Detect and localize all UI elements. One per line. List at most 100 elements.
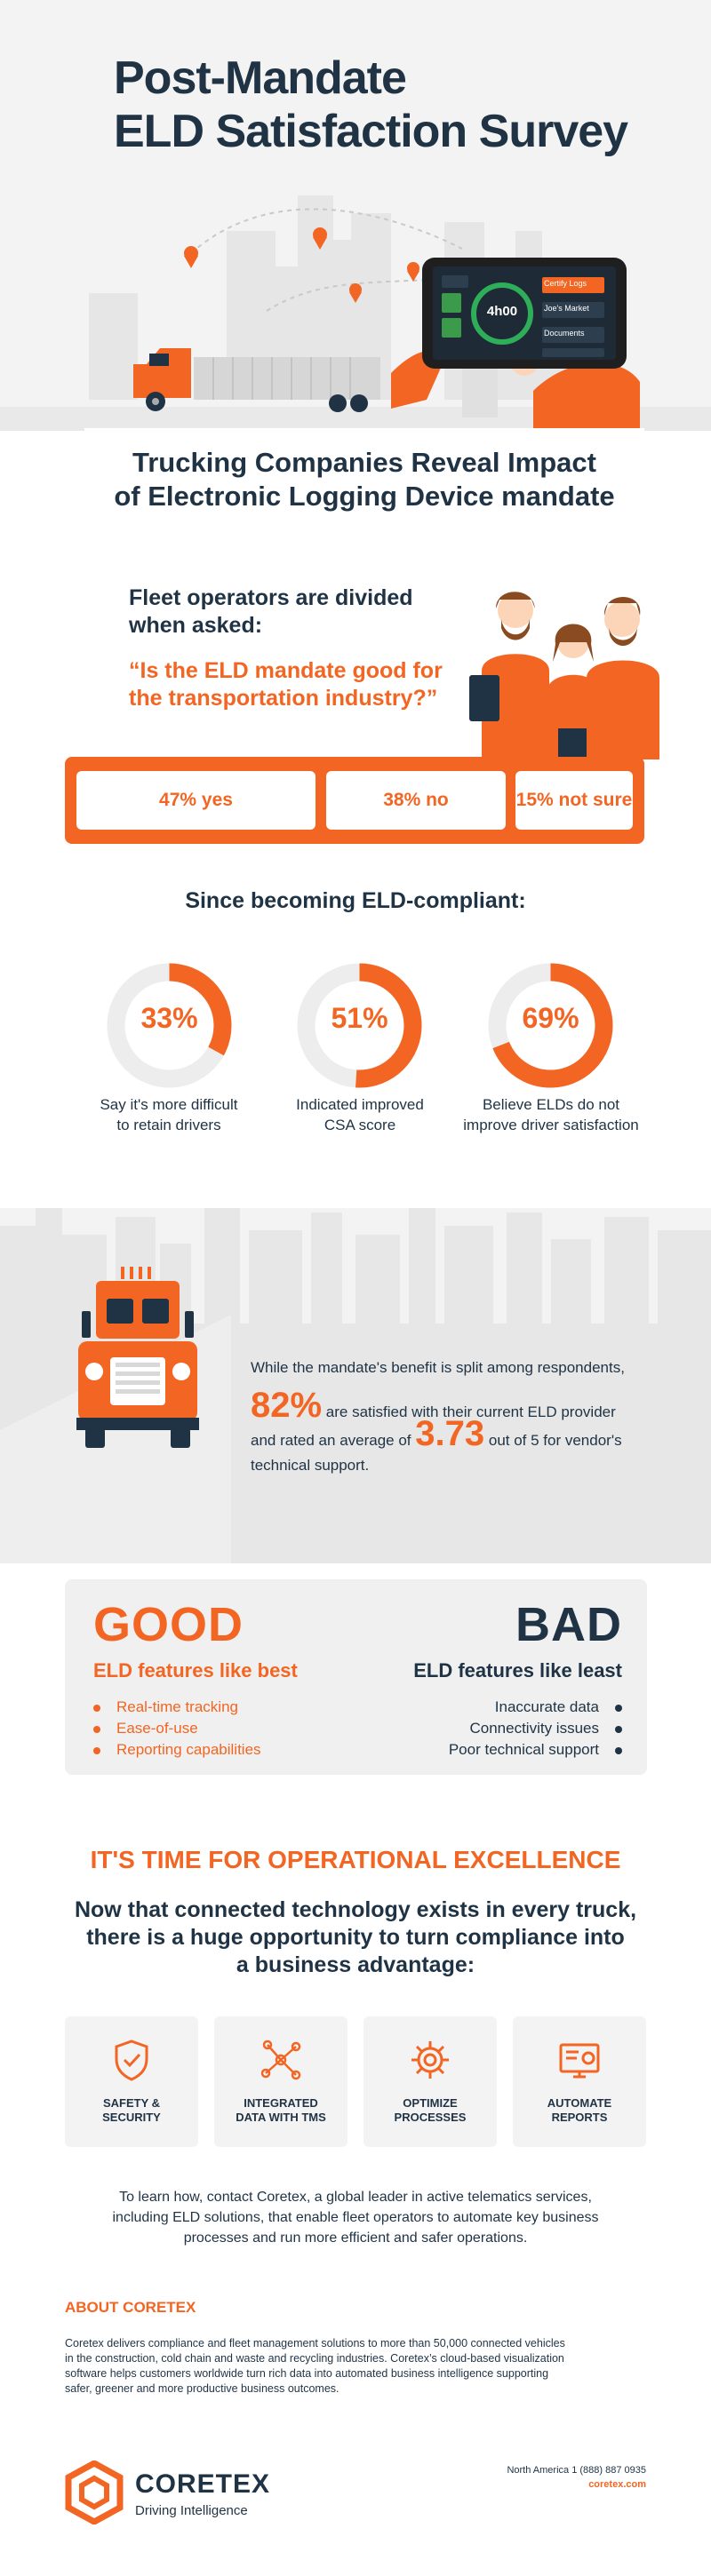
brand-name: CORETEX (135, 2469, 271, 2499)
tile-automate-reports: AUTOMATE REPORTS (513, 2016, 646, 2147)
tile-label: INTEGRATED DATA WITH TMS (214, 2096, 348, 2125)
gear-icon (411, 2041, 449, 2079)
tablet-menu-item: Certify Logs (544, 279, 587, 288)
list-item-label: Reporting capabilities (116, 1741, 261, 1758)
satisfaction-percent: 82% (251, 1386, 323, 1425)
poll-yes: 47% yes (76, 771, 316, 830)
donut-value: 51% (331, 1002, 388, 1034)
list-item: Reporting capabilities (93, 1739, 261, 1761)
bullet-icon (615, 1725, 622, 1733)
about-line: Coretex delivers compliance and fleet ma… (65, 2337, 565, 2349)
tile-label-line: REPORTS (551, 2111, 608, 2124)
list-item: Real-time tracking (93, 1697, 261, 1718)
title-line: ELD Satisfaction Survey (114, 106, 628, 157)
tile-label-line: OPTIMIZE (403, 2096, 458, 2110)
donut-caption: Believe ELDs do not improve driver satis… (444, 1094, 658, 1135)
contact-paragraph: To learn how, contact Coretex, a global … (0, 2187, 711, 2248)
poll-not-sure: 15% not sure (515, 771, 633, 830)
tile-optimize-processes: OPTIMIZE PROCESSES (363, 2016, 497, 2147)
good-title: GOOD (93, 1598, 244, 1651)
tablet-menu-item: Joe's Market (544, 304, 589, 313)
list-item: Inaccurate data (449, 1697, 622, 1718)
coretex-logo-icon (65, 2461, 124, 2524)
hero-illustration (0, 195, 711, 431)
list-item: Connectivity issues (449, 1718, 622, 1739)
good-subtitle: ELD features like best (93, 1659, 298, 1682)
donut-chart (488, 963, 613, 1088)
fleet-operators-illustration (469, 592, 659, 759)
subheading-line: of Electronic Logging Device mandate (114, 481, 615, 512)
operational-title: IT'S TIME FOR OPERATIONAL EXCELLENCE (90, 1846, 621, 1873)
page-title: Post-Mandate ELD Satisfaction Survey (114, 52, 628, 158)
caption-line: to retain drivers (116, 1117, 221, 1133)
donut-chart (297, 963, 422, 1088)
report-screen-icon (559, 2043, 600, 2079)
stats-section (0, 1208, 711, 1563)
operational-line: a business advantage: (236, 1952, 475, 1977)
fleet-intro-line: Fleet operators are divided (129, 585, 413, 610)
contact-phone: North America 1 (888) 887 0935 (507, 2465, 646, 2476)
tile-label: SAFETY & SECURITY (65, 2096, 198, 2125)
caption-line: improve driver satisfaction (463, 1117, 639, 1133)
fleet-intro: Fleet operators are divided when asked: (129, 584, 484, 640)
list-item-label: Real-time tracking (116, 1698, 238, 1715)
tile-label-line: INTEGRATED (244, 2096, 318, 2110)
contact-line: To learn how, contact Coretex, a global … (119, 2190, 592, 2205)
tile-label-line: SAFETY & (102, 2096, 161, 2110)
donut-arc (297, 963, 422, 1088)
tile-safety-security: SAFETY & SECURITY (65, 2016, 198, 2147)
about-title: ABOUT CORETEX (65, 2299, 196, 2316)
fleet-intro-line: when asked: (129, 613, 263, 638)
poll-no: 38% no (326, 771, 506, 830)
subheading-card: Trucking Companies Reveal Impact of Elec… (84, 428, 644, 526)
bullet-icon (93, 1746, 100, 1754)
skyline-illustration (0, 1208, 711, 1563)
fleet-question: “Is the ELD mandate good for the transpo… (129, 657, 502, 712)
list-item: Ease-of-use (93, 1718, 261, 1739)
brand-tagline: Driving Intelligence (135, 2503, 248, 2518)
operational-line: there is a huge opportunity to turn comp… (86, 1925, 625, 1950)
good-bad-card (65, 1579, 647, 1775)
about-body: Coretex delivers compliance and fleet ma… (65, 2336, 616, 2397)
about-line: safer, greener and more productive busin… (65, 2382, 340, 2395)
tile-label-line: AUTOMATE (547, 2096, 612, 2110)
caption-line: Indicated improved (296, 1096, 424, 1113)
stats-text: and rated an average of (251, 1432, 411, 1449)
donut-value: 33% (140, 1002, 198, 1034)
bullet-icon (615, 1704, 622, 1712)
donut-arc (488, 963, 613, 1088)
fleet-question-line: the transportation industry?” (129, 686, 438, 711)
bullet-icon (615, 1746, 622, 1754)
tablet-menu-item: Documents (544, 329, 585, 338)
website-link[interactable]: coretex.com (588, 2479, 646, 2490)
stats-line: technical support. (251, 1457, 370, 1474)
tablet-timer: 4h00 (486, 304, 518, 319)
stats-text: are satisfied with their current ELD pro… (325, 1403, 616, 1420)
stats-line: and rated an average of 3.73 out of 5 fo… (251, 1414, 622, 1454)
caption-line: Say it's more difficult (100, 1096, 238, 1113)
tile-integrated-data: INTEGRATED DATA WITH TMS (214, 2016, 348, 2147)
support-rating: 3.73 (415, 1414, 485, 1453)
tile-label-line: DATA WITH TMS (236, 2111, 326, 2124)
caption-line: Believe ELDs do not (482, 1096, 620, 1113)
list-item-label: Inaccurate data (494, 1698, 599, 1715)
donut-caption: Indicated improved CSA score (253, 1094, 467, 1135)
donut-value: 69% (522, 1002, 579, 1034)
bad-title: BAD (515, 1598, 622, 1651)
title-line: Post-Mandate (114, 52, 407, 104)
about-line: in the construction, cold chain and wast… (65, 2352, 564, 2365)
operational-line: Now that connected technology exists in … (74, 1897, 637, 1922)
good-list: Real-time tracking Ease-of-use Reporting… (93, 1697, 261, 1761)
list-item-label: Ease-of-use (116, 1720, 198, 1737)
donut-chart (107, 963, 232, 1088)
donut-arc (107, 963, 232, 1088)
operational-body: Now that connected technology exists in … (0, 1896, 711, 1979)
hero-banner: 4h00 Certify Logs Joe's Market Documents (0, 0, 711, 431)
bad-list: Inaccurate data Connectivity issues Poor… (449, 1697, 622, 1761)
list-item-label: Poor technical support (448, 1741, 599, 1758)
contact-line: processes and run more efficient and saf… (183, 2230, 528, 2246)
network-nodes-icon (260, 2039, 301, 2080)
caption-line: CSA score (324, 1117, 396, 1133)
tile-label: OPTIMIZE PROCESSES (363, 2096, 497, 2125)
list-item-label: Connectivity issues (469, 1720, 599, 1737)
